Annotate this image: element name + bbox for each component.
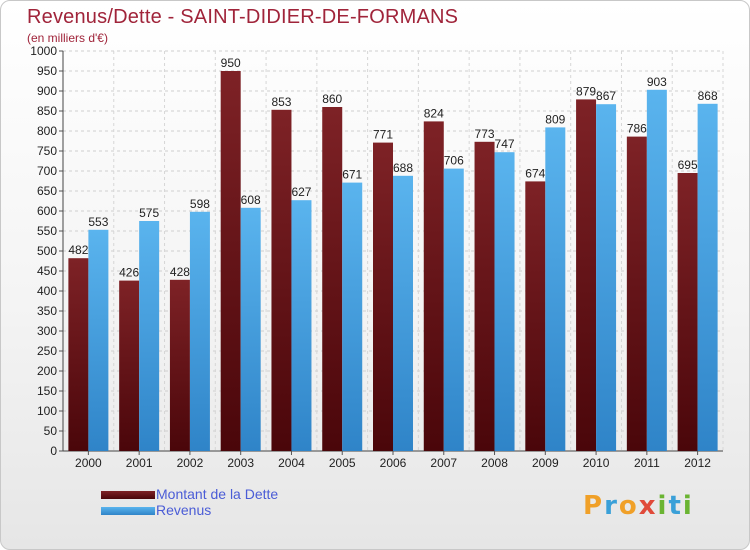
data-label-dette: 950: [221, 56, 241, 70]
bar-dette: [576, 99, 597, 452]
data-label-dette: 860: [322, 92, 342, 106]
y-tick-label: 500: [37, 244, 57, 258]
legend-label-revenue: Revenus: [156, 502, 212, 518]
data-label-revenus: 671: [342, 168, 362, 182]
y-tick-label: 950: [37, 64, 57, 78]
x-tick-label: 2005: [329, 456, 356, 470]
legend-swatch-revenue: [101, 507, 155, 515]
bar-dette: [373, 142, 393, 451]
bar-dette: [423, 121, 444, 452]
bar-revenus: [189, 211, 210, 451]
bar-dette: [322, 107, 343, 451]
data-label-dette: 428: [170, 265, 190, 279]
bar-revenus: [545, 127, 566, 452]
bar-dette: [220, 71, 241, 451]
x-tick-label: 2002: [177, 456, 204, 470]
bar-revenus: [596, 104, 617, 451]
x-tick-label: 2007: [430, 456, 457, 470]
bar-dette: [677, 173, 698, 451]
bar-revenus: [240, 207, 261, 451]
bar-revenus: [393, 175, 413, 452]
bar-dette: [119, 280, 140, 451]
x-tick-label: 2008: [481, 456, 508, 470]
x-tick-label: 2004: [278, 456, 305, 470]
data-label-dette: 695: [678, 158, 698, 172]
data-label-revenus: 706: [444, 154, 464, 168]
data-label-revenus: 688: [393, 161, 413, 175]
y-tick-label: 400: [37, 284, 57, 298]
x-tick-label: 2011: [634, 456, 660, 470]
bar-dette: [68, 258, 89, 451]
data-label-dette: 879: [576, 84, 596, 98]
data-label-dette: 773: [475, 127, 495, 141]
data-label-dette: 786: [627, 122, 647, 136]
bar-revenus: [443, 168, 464, 451]
x-tick-label: 2012: [684, 456, 711, 470]
data-label-revenus: 903: [647, 75, 667, 89]
data-label-revenus: 608: [241, 193, 261, 207]
x-tick-label: 2009: [532, 456, 559, 470]
data-label-dette: 771: [373, 128, 393, 142]
data-label-revenus: 627: [291, 185, 311, 199]
chart-subtitle: (en milliers d'€): [27, 31, 108, 45]
y-tick-label: 300: [37, 324, 57, 338]
y-tick-label: 50: [44, 424, 58, 438]
x-tick-label: 2010: [583, 456, 610, 470]
bar-revenus: [494, 152, 515, 451]
bar-revenus: [646, 89, 667, 452]
data-label-revenus: 747: [495, 137, 515, 151]
bar-dette: [626, 136, 647, 451]
bar-revenus: [291, 200, 312, 451]
proxiti-logo: Proxiti: [583, 491, 694, 521]
data-label-revenus: 553: [88, 215, 108, 229]
x-tick-label: 2006: [380, 456, 407, 470]
legend-swatch-debt: [101, 491, 155, 499]
y-tick-label: 650: [37, 184, 57, 198]
x-tick-label: 2000: [75, 456, 102, 470]
y-tick-label: 900: [37, 84, 57, 98]
y-tick-label: 800: [37, 124, 57, 138]
y-tick-label: 850: [37, 104, 57, 118]
y-tick-label: 350: [37, 304, 57, 318]
x-tick-label: 2003: [227, 456, 254, 470]
bar-dette: [525, 181, 546, 451]
y-tick-label: 100: [37, 404, 57, 418]
y-tick-label: 1000: [30, 44, 57, 58]
y-tick-label: 150: [37, 384, 57, 398]
data-label-dette: 824: [424, 106, 444, 120]
y-tick-label: 0: [50, 444, 57, 458]
y-tick-label: 550: [37, 224, 57, 238]
data-label-dette: 674: [525, 166, 545, 180]
data-label-revenus: 868: [698, 89, 718, 103]
bar-dette: [169, 279, 190, 451]
data-label-revenus: 867: [596, 89, 616, 103]
data-label-dette: 482: [68, 243, 88, 257]
data-label-revenus: 598: [190, 197, 210, 211]
y-tick-label: 600: [37, 204, 57, 218]
legend-label-debt: Montant de la Dette: [156, 486, 279, 502]
y-tick-label: 200: [37, 364, 57, 378]
bar-revenus: [697, 103, 718, 452]
bar-revenus: [88, 229, 109, 451]
data-label-dette: 853: [271, 95, 291, 109]
bar-dette: [474, 141, 495, 452]
bar-revenus: [139, 221, 160, 451]
bars: [68, 71, 718, 452]
x-tick-label: 2001: [126, 456, 153, 470]
data-label-dette: 426: [119, 266, 139, 280]
y-tick-label: 250: [37, 344, 57, 358]
chart-title: Revenus/Dette - SAINT-DIDIER-DE-FORMANS: [27, 6, 459, 28]
y-tick-label: 700: [37, 164, 57, 178]
y-tick-label: 450: [37, 264, 57, 278]
bar-revenus: [342, 182, 363, 451]
y-tick-label: 750: [37, 144, 57, 158]
bar-dette: [271, 109, 292, 452]
data-label-revenus: 575: [139, 206, 159, 220]
data-label-revenus: 809: [545, 112, 565, 126]
